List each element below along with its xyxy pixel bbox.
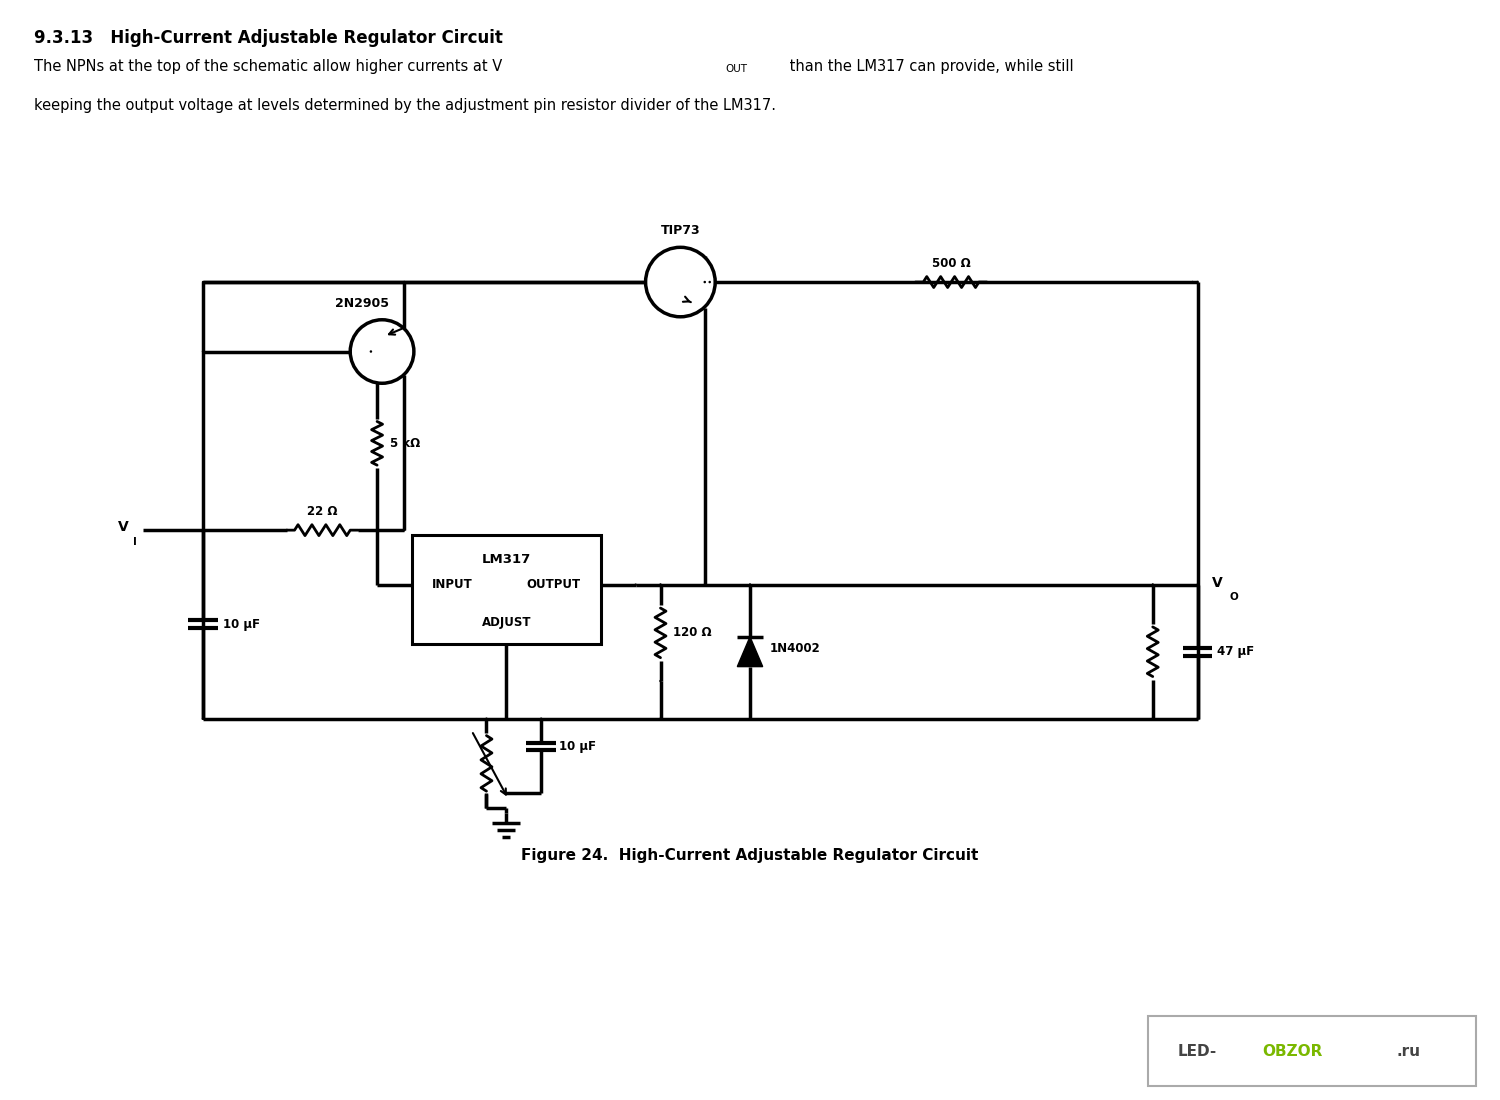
Text: LM317: LM317 xyxy=(482,553,531,566)
Text: OUT: OUT xyxy=(724,64,747,74)
Text: TIP73: TIP73 xyxy=(660,224,700,238)
Bar xyxy=(1148,1016,1476,1086)
Text: I: I xyxy=(134,537,138,547)
Text: 9.3.13   High-Current Adjustable Regulator Circuit: 9.3.13 High-Current Adjustable Regulator… xyxy=(34,29,502,47)
Text: 5 kΩ: 5 kΩ xyxy=(390,437,420,450)
Text: 500 Ω: 500 Ω xyxy=(932,257,970,271)
Text: 10 μF: 10 μF xyxy=(560,740,596,754)
Text: V: V xyxy=(117,520,129,535)
Circle shape xyxy=(645,248,716,317)
Circle shape xyxy=(350,320,414,383)
Text: The NPNs at the top of the schematic allow higher currents at V: The NPNs at the top of the schematic all… xyxy=(34,58,502,74)
Text: OBZOR: OBZOR xyxy=(1262,1044,1323,1058)
Polygon shape xyxy=(738,637,762,667)
Text: OUTPUT: OUTPUT xyxy=(526,579,580,591)
Text: 22 Ω: 22 Ω xyxy=(308,505,338,518)
Text: 120 Ω: 120 Ω xyxy=(674,626,712,639)
Text: 10 μF: 10 μF xyxy=(224,618,260,631)
Text: O: O xyxy=(1230,592,1238,602)
Text: Figure 24.  High-Current Adjustable Regulator Circuit: Figure 24. High-Current Adjustable Regul… xyxy=(522,848,978,862)
Text: keeping the output voltage at levels determined by the adjustment pin resistor d: keeping the output voltage at levels det… xyxy=(34,98,776,113)
Text: ADJUST: ADJUST xyxy=(482,616,531,629)
Text: than the LM317 can provide, while still: than the LM317 can provide, while still xyxy=(784,58,1074,74)
Text: V: V xyxy=(1212,575,1222,590)
Text: LED-: LED- xyxy=(1178,1044,1216,1058)
Text: 2N2905: 2N2905 xyxy=(334,297,388,310)
Bar xyxy=(413,535,602,645)
Text: 1N4002: 1N4002 xyxy=(770,642,820,656)
Text: 47 μF: 47 μF xyxy=(1218,646,1254,658)
Text: .ru: .ru xyxy=(1396,1044,1420,1058)
Text: INPUT: INPUT xyxy=(432,579,472,591)
